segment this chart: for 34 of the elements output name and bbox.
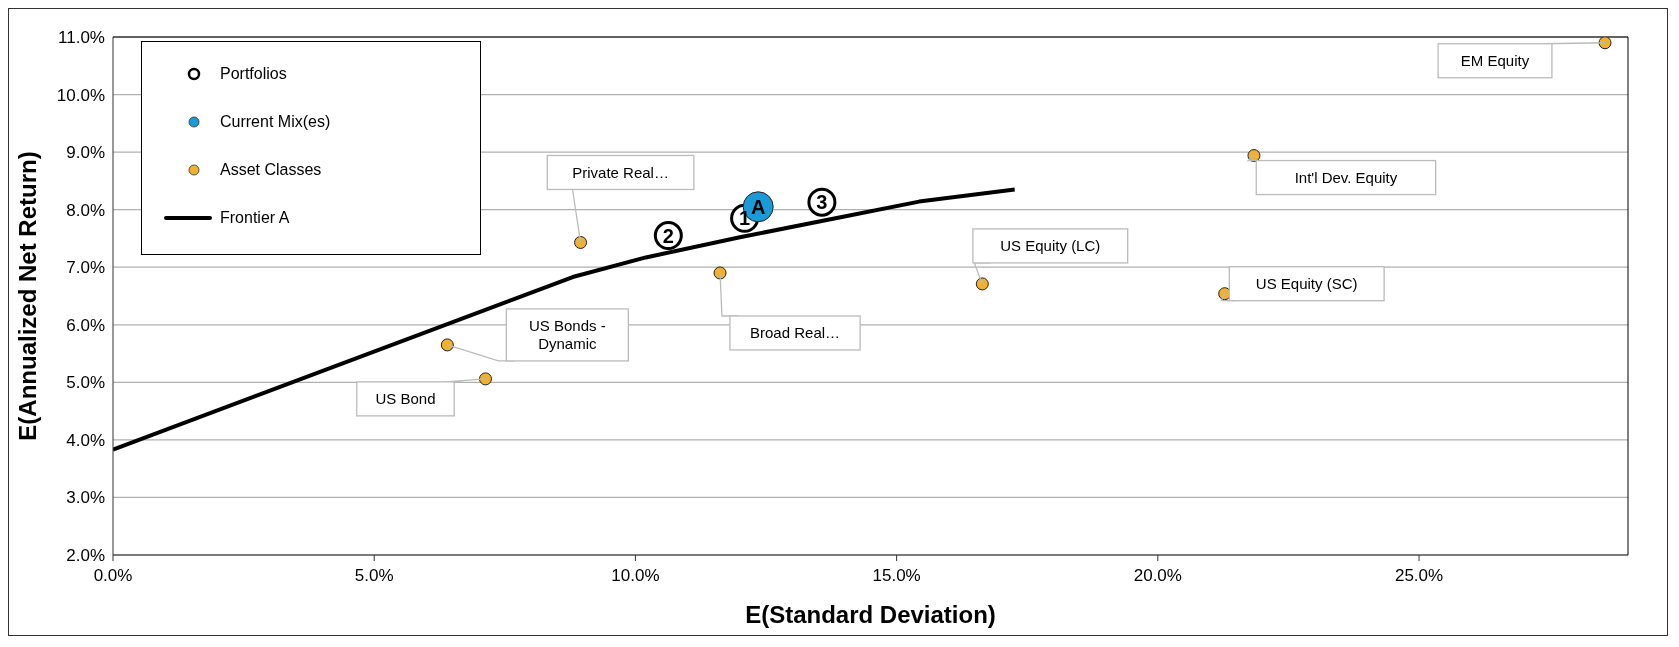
annotation: Int'l Dev. Equity	[1294, 169, 1398, 187]
annotation: 2	[662, 224, 674, 247]
annotation: A	[750, 195, 766, 218]
annotation: US Bond	[375, 390, 436, 408]
legend-label: Frontier A	[220, 209, 291, 227]
legend-label: Current Mix(es)	[220, 113, 332, 131]
legend-label: Portfolios	[220, 65, 288, 83]
x-tick-label: 20.0%	[1133, 566, 1182, 586]
y-tick-label: 10.0%	[56, 85, 105, 105]
annotation: US Equity (SC)	[1255, 275, 1358, 293]
annotation: Broad Real…	[750, 324, 841, 342]
y-tick-label: 7.0%	[66, 258, 105, 278]
x-axis-title: E(Standard Deviation)	[745, 601, 996, 628]
y-tick-label: 9.0%	[66, 143, 105, 163]
x-tick-label: 25.0%	[1394, 566, 1444, 586]
annotation: US Equity (LC)	[1000, 237, 1101, 255]
x-tick-label: 10.0%	[611, 566, 660, 586]
y-axis-title: E(Annualized Net Return)	[13, 151, 41, 441]
annotation: Private Real…	[572, 163, 669, 181]
y-tick-label: 11.0%	[58, 28, 105, 48]
annotation: 3	[816, 191, 828, 214]
legend-label: Asset Classes	[220, 161, 323, 179]
x-tick-label: 15.0%	[872, 566, 921, 586]
annotation: US Bonds - Dynamic	[528, 317, 606, 353]
annotation: 1	[739, 207, 751, 230]
x-tick-label: 0.0%	[93, 566, 133, 586]
y-tick-label: 2.0%	[66, 546, 105, 566]
y-tick-label: 8.0%	[66, 200, 105, 220]
annotation: EM Equity	[1460, 52, 1530, 70]
y-tick-label: 5.0%	[66, 373, 105, 393]
y-tick-label: 6.0%	[66, 315, 105, 335]
y-tick-label: 4.0%	[66, 430, 105, 450]
y-tick-label: 3.0%	[66, 488, 105, 508]
x-tick-label: 5.0%	[354, 566, 394, 586]
